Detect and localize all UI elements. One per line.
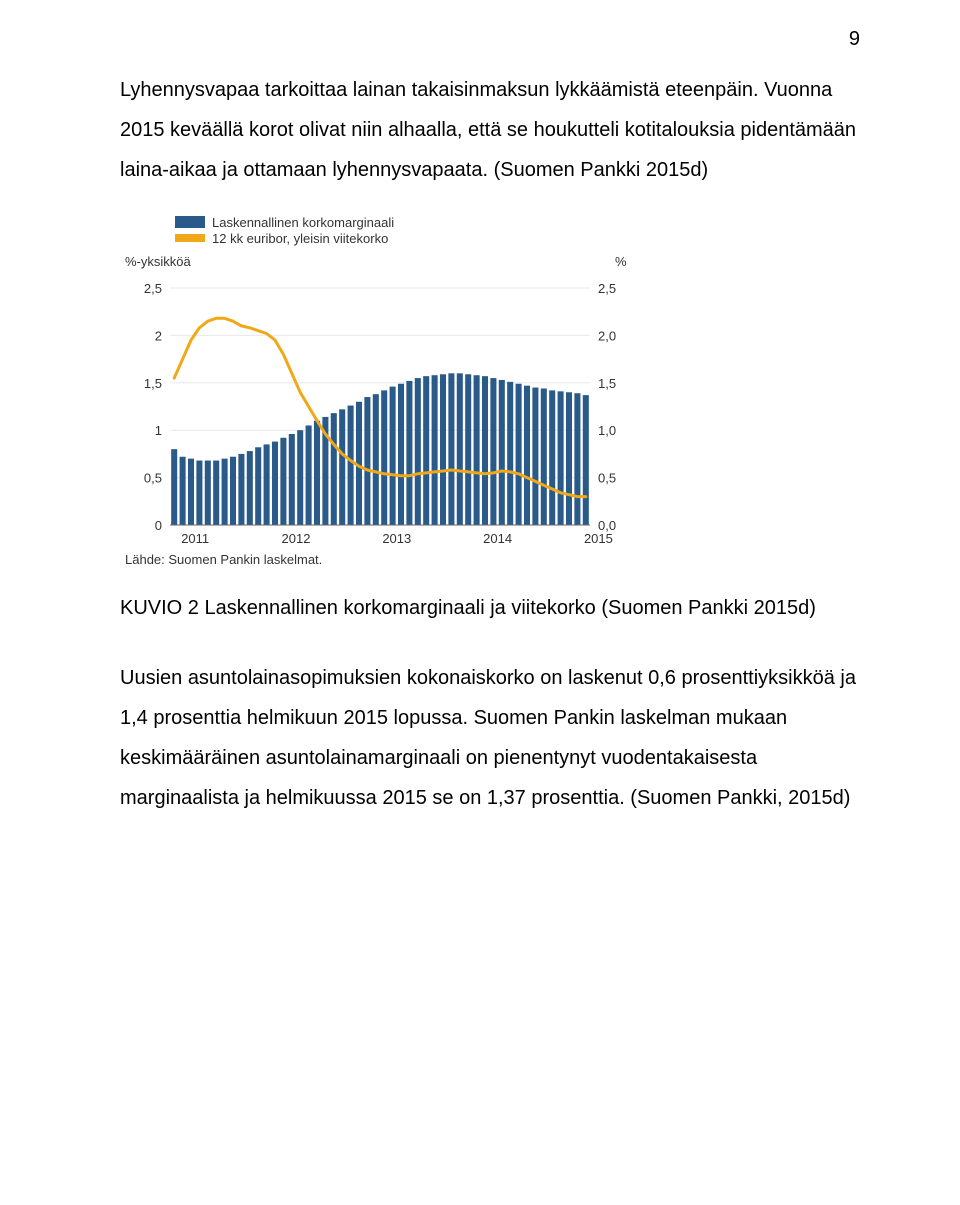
right-tick-label: 2,5 [598,281,616,296]
bar [549,390,555,525]
bar [541,388,547,525]
bar [432,375,438,525]
bar [297,430,303,525]
legend-bar-swatch [175,216,205,228]
bar [415,378,421,525]
right-tick-label: 0,5 [598,471,616,486]
left-tick-label: 1 [155,423,162,438]
bar [196,461,202,525]
bar [465,374,471,525]
bar [532,388,538,525]
document-page: 9 Lyhennysvapaa tarkoittaa lainan takais… [0,0,960,1205]
bar [583,395,589,525]
right-tick-label: 2,0 [598,328,616,343]
paragraph-1: Lyhennysvapaa tarkoittaa lainan takaisin… [120,70,860,190]
left-tick-label: 0 [155,518,162,533]
bar [507,382,513,525]
bar [423,376,429,525]
x-year-label: 2012 [282,531,311,546]
bar [457,373,463,525]
paragraph-2: Uusien asuntolainasopimuksien kokonaisko… [120,658,860,818]
bar [255,447,261,525]
bar [306,425,312,525]
left-tick-label: 0,5 [144,471,162,486]
x-year-label: 2014 [483,531,512,546]
bar [373,394,379,525]
bar [499,380,505,525]
bar [247,451,253,525]
right-tick-label: 1,0 [598,423,616,438]
bar [574,393,580,525]
bar [339,409,345,525]
bar [188,459,194,525]
bar [474,375,480,525]
left-tick-label: 2,5 [144,281,162,296]
bar [440,374,446,525]
bar [398,384,404,525]
bar [289,434,295,525]
bar [381,390,387,525]
right-tick-label: 1,5 [598,376,616,391]
bar [406,381,412,525]
bar [314,421,320,525]
bar [490,378,496,525]
bar [524,386,530,525]
bar [331,413,337,525]
bar [348,406,354,525]
bar [390,387,396,525]
right-axis-title: % [615,254,627,269]
bar [516,384,522,525]
bar [364,397,370,525]
bar [230,457,236,525]
bar [238,454,244,525]
x-year-label: 2013 [382,531,411,546]
left-axis-title: %-yksikköä [125,254,192,269]
bar [213,461,219,525]
bar [222,459,228,525]
bar [205,461,211,525]
chart-source-label: Lähde: Suomen Pankin laskelmat. [125,552,322,567]
bar [272,442,278,525]
legend-line-label: 12 kk euribor, yleisin viitekorko [212,231,388,246]
bar [180,457,186,525]
left-tick-label: 1,5 [144,376,162,391]
bar [558,391,564,525]
bar [448,373,454,525]
bar [264,444,270,525]
bar [482,376,488,525]
chart-container: Laskennallinen korkomarginaali12 kk euri… [120,210,860,570]
bar [280,438,286,525]
x-year-label: 2011 [181,531,209,546]
figure-caption: KUVIO 2 Laskennallinen korkomarginaali j… [120,588,860,628]
bar [171,449,177,525]
korkomarginaali-chart: Laskennallinen korkomarginaali12 kk euri… [120,210,645,570]
page-number: 9 [849,28,860,51]
x-year-label: 2015 [584,531,613,546]
bar [566,392,572,525]
left-tick-label: 2 [155,328,162,343]
legend-line-swatch [175,234,205,242]
legend-bar-label: Laskennallinen korkomarginaali [212,215,394,230]
